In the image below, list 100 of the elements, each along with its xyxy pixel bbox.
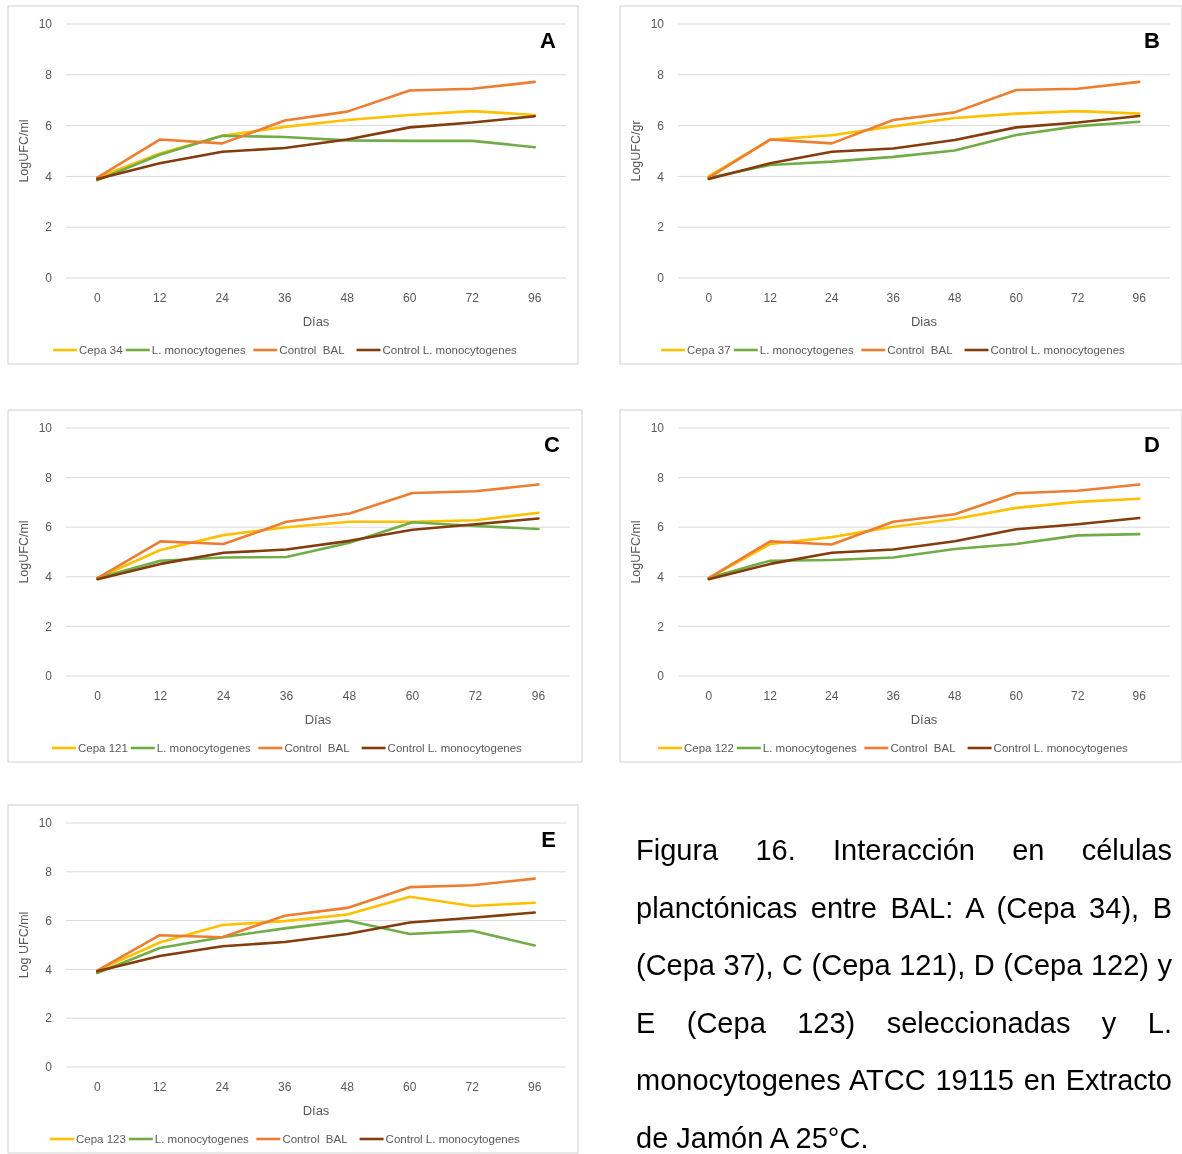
- legend-label: Control BAL: [887, 344, 954, 357]
- x-axis-title: Días: [910, 712, 938, 727]
- x-tick-label: 24: [215, 291, 230, 305]
- x-tick-label: 96: [1132, 689, 1147, 703]
- chart-title: B: [1144, 28, 1160, 53]
- x-axis-title: Días: [304, 712, 332, 727]
- y-axis-title: Log UFC/ml: [17, 911, 31, 979]
- legend-label: Control L. monocytogenes: [387, 742, 523, 755]
- x-tick-label: 36: [278, 291, 292, 305]
- x-tick-label: 36: [886, 689, 901, 703]
- y-axis-title: LogUFC/gr: [629, 120, 643, 182]
- y-axis-title: LogUFC/ml: [17, 520, 31, 584]
- y-tick-label: 0: [657, 271, 665, 286]
- y-tick-label: 8: [45, 865, 53, 879]
- legend-label: L. monocytogenes: [759, 344, 854, 357]
- x-tick-label: 0: [705, 291, 713, 305]
- y-tick-label: 2: [45, 619, 53, 634]
- x-tick-label: 72: [1071, 689, 1085, 703]
- y-tick-label: 2: [657, 619, 665, 634]
- x-tick-label: 24: [215, 1080, 230, 1094]
- x-tick-label: 60: [403, 1080, 417, 1094]
- legend-label: Control BAL: [279, 344, 346, 357]
- legend-label: L. monocytogenes: [156, 742, 252, 755]
- line-series: [95, 911, 537, 973]
- x-tick-label: 36: [886, 291, 901, 305]
- x-tick-label: 12: [153, 1080, 167, 1094]
- y-tick-label: 6: [45, 118, 53, 133]
- y-tick-label: 0: [45, 271, 53, 286]
- y-tick-label: 2: [45, 220, 53, 235]
- y-tick-label: 10: [38, 421, 53, 436]
- line-series: [707, 516, 1141, 581]
- x-tick-label: 0: [705, 689, 713, 703]
- line-series: [95, 877, 537, 972]
- legend-label: Control L. monocytogenes: [385, 1133, 521, 1146]
- chart-title: D: [1144, 432, 1160, 457]
- x-tick-label: 0: [93, 1080, 101, 1094]
- y-tick-label: 8: [45, 68, 53, 82]
- x-tick-label: 48: [340, 1080, 355, 1094]
- legend-label: L. monocytogenes: [154, 1133, 250, 1146]
- chart-title: E: [541, 827, 556, 852]
- y-tick-label: 10: [38, 17, 53, 32]
- x-tick-label: 12: [763, 689, 778, 703]
- x-tick-label: 96: [531, 689, 546, 703]
- x-tick-label: 72: [468, 689, 483, 703]
- legend-label: Control L. monocytogenes: [990, 344, 1126, 357]
- x-tick-label: 72: [465, 291, 480, 305]
- x-tick-label: 36: [279, 689, 294, 703]
- x-tick-label: 48: [948, 689, 962, 703]
- x-tick-label: 12: [153, 689, 168, 703]
- x-tick-label: 60: [403, 291, 417, 305]
- legend-label: Control BAL: [282, 1133, 349, 1146]
- legend-label: Cepa 123: [76, 1133, 126, 1146]
- y-axis-title: LogUFC/ml: [17, 119, 31, 183]
- y-tick-label: 0: [657, 669, 665, 684]
- x-tick-label: 24: [825, 689, 839, 703]
- x-tick-label: 48: [340, 291, 355, 305]
- y-tick-label: 4: [657, 570, 665, 584]
- y-tick-label: 4: [45, 962, 53, 977]
- x-tick-label: 24: [825, 291, 839, 305]
- x-tick-label: 48: [948, 291, 962, 305]
- legend-label: Control L. monocytogenes: [993, 742, 1129, 755]
- y-tick-label: 6: [657, 118, 665, 133]
- y-tick-label: 0: [45, 669, 53, 684]
- legend-label: Cepa 37: [687, 344, 731, 357]
- y-tick-label: 6: [45, 913, 53, 928]
- legend-label: Control BAL: [284, 742, 351, 755]
- y-tick-label: 6: [657, 520, 665, 535]
- legend-label: Control L. monocytogenes: [382, 344, 518, 357]
- x-tick-label: 96: [1132, 291, 1147, 305]
- y-tick-label: 0: [45, 1060, 53, 1075]
- legend-label: Cepa 121: [78, 742, 128, 755]
- line-series: [95, 919, 537, 975]
- legend-label: Cepa 34: [79, 344, 124, 357]
- chart-title: C: [544, 432, 561, 457]
- text: Figura 16. Interacción en células planctónicas entre BAL: A (Cepa 34), B (Cepa 37), C (Cepa 121), D (Cepa 122) y E (Cepa 123) seleccionadas y L. monocytogenes ATCC 19115 en Extracto de Jamón A 25°C.: [636, 833, 1172, 1154]
- legend-label: L. monocytogenes: [151, 344, 246, 357]
- x-tick-label: 12: [763, 291, 778, 305]
- y-tick-label: 6: [45, 520, 53, 535]
- x-tick-label: 72: [1071, 291, 1085, 305]
- x-tick-label: 48: [342, 689, 357, 703]
- chart-title: A: [540, 28, 557, 53]
- x-tick-label: 24: [216, 689, 231, 703]
- x-tick-label: 12: [153, 291, 167, 305]
- x-tick-label: 0: [93, 291, 101, 305]
- y-tick-label: 10: [38, 816, 53, 831]
- x-tick-label: 72: [465, 1080, 480, 1094]
- x-axis-title: Días: [302, 314, 330, 329]
- y-tick-label: 2: [45, 1011, 53, 1026]
- line-series: [96, 483, 540, 580]
- x-tick-label: 96: [528, 1080, 542, 1094]
- x-axis-title: Días: [302, 1103, 330, 1118]
- x-tick-label: 60: [1009, 689, 1024, 703]
- y-tick-label: 8: [45, 470, 53, 485]
- x-tick-label: 60: [1009, 291, 1024, 305]
- y-tick-label: 4: [45, 570, 53, 584]
- legend-label: Control BAL: [890, 742, 957, 755]
- legend-label: Cepa 122: [684, 742, 734, 755]
- y-tick-label: 4: [657, 169, 665, 184]
- x-axis-title: Dias: [910, 314, 938, 329]
- y-axis-title: LogUFC/ml: [629, 520, 643, 584]
